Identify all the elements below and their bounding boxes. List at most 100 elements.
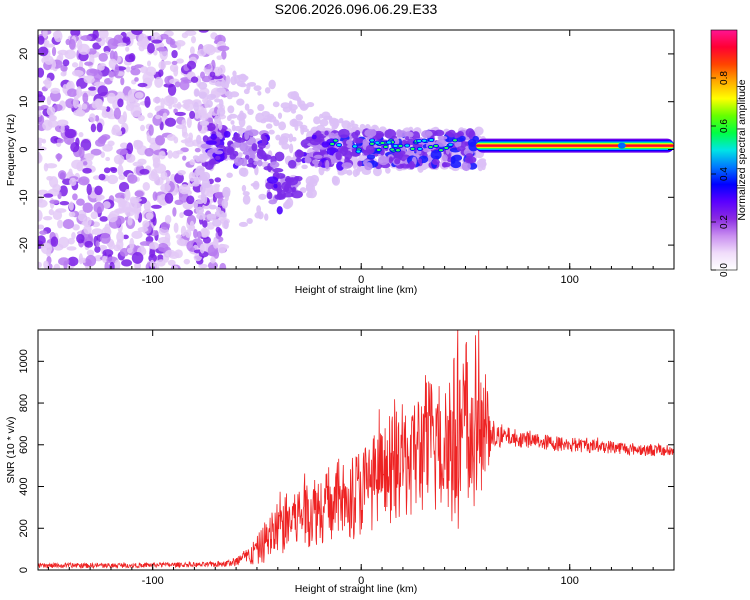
- spectrogram-halo-blob: [195, 199, 204, 205]
- spectrogram-noise-blob: [216, 55, 223, 61]
- spectrogram-band-blob: [393, 137, 400, 146]
- spectrogram-noise-blob: [90, 123, 97, 133]
- spectrogram-noise-blob: [98, 244, 108, 251]
- spectrogram-noise-blob: [214, 184, 220, 194]
- spectrogram-band-blob: [275, 181, 282, 191]
- spectrogram-halo-blob: [239, 110, 244, 119]
- spectrogram-noise-blob: [197, 48, 207, 57]
- spectrogram-halo-blob: [268, 79, 276, 90]
- spectrogram-halo-blob: [233, 125, 243, 132]
- spectrogram-noise-blob: [44, 55, 54, 66]
- spectrogram-noise-blob: [62, 83, 68, 94]
- spectrogram-noise-blob: [152, 191, 158, 201]
- spectrogram-noise-blob: [95, 98, 104, 109]
- spectrogram-halo-blob: [253, 85, 262, 92]
- spectrogram-noise-blob: [164, 232, 171, 243]
- spectrogram-noise-blob: [162, 112, 168, 119]
- spectrogram-halo-blob: [261, 161, 270, 168]
- spectrogram-noise-blob: [121, 259, 133, 267]
- spectrogram-halo-blob: [244, 103, 250, 111]
- spectrogram-noise-blob: [164, 192, 174, 204]
- spectrogram-noise-blob: [104, 261, 110, 269]
- spectrogram-peak: [390, 148, 395, 151]
- spectrogram-noise-blob: [99, 135, 108, 142]
- spectrogram-band-blob: [450, 160, 462, 169]
- spectrogram-noise-blob: [140, 124, 146, 132]
- spectrogram-noise-blob: [210, 256, 216, 264]
- spectrogram-noise-blob: [76, 198, 85, 206]
- spectrogram-band-blob: [346, 139, 353, 145]
- spectrogram-halo-blob: [288, 143, 294, 154]
- y-tick-label: 0: [18, 567, 30, 573]
- spectrogram-noise-blob: [184, 140, 195, 148]
- spectrogram-halo-blob: [301, 164, 308, 170]
- spectrogram-halo-blob: [318, 165, 325, 176]
- spectrogram-heatmap: [38, 30, 674, 269]
- spectrogram-band-blob: [295, 157, 302, 163]
- spectrogram-peak: [438, 148, 443, 152]
- spectrogram-noise-blob: [38, 137, 44, 144]
- spectrogram-noise-blob: [145, 236, 154, 243]
- spectrogram-band-blob: [272, 168, 284, 173]
- spectrogram-halo-blob: [208, 204, 217, 210]
- spectrogram-band-blob: [338, 128, 350, 139]
- spectrogram-noise-blob: [90, 148, 102, 156]
- spectrogram-halo-blob: [194, 169, 201, 177]
- spectrogram-noise-blob: [158, 60, 167, 70]
- colorbar-label: Normalized spectral amplitude: [736, 79, 748, 220]
- spectrogram-halo-blob: [206, 213, 217, 221]
- spectrogram-halo-blob: [223, 219, 229, 230]
- spectrogram-noise-blob: [76, 39, 83, 52]
- spectrogram-halo-blob: [332, 176, 341, 186]
- spectrogram-noise-blob: [68, 211, 76, 218]
- spectrogram-noise-blob: [209, 71, 216, 78]
- spectrogram-noise-blob: [174, 111, 186, 117]
- spectrogram-noise-blob: [129, 208, 142, 213]
- spectrogram-noise-blob: [217, 45, 230, 52]
- spectrogram-noise-blob: [146, 60, 152, 67]
- spectrogram-band-blob: [261, 154, 272, 160]
- spectrogram-noise-blob: [38, 261, 42, 269]
- spectrogram-noise-blob: [206, 122, 216, 132]
- spectrogram-noise-blob: [71, 159, 84, 170]
- spectrogram-noise-blob: [189, 110, 196, 120]
- spectrogram-band-blob: [309, 137, 321, 146]
- spectrogram-band-blob: [311, 159, 320, 165]
- spectrogram-noise-blob: [95, 240, 100, 248]
- spectrogram-noise-blob: [173, 66, 179, 77]
- spectrogram-noise-blob: [53, 263, 61, 269]
- spectrogram-noise-blob: [72, 97, 79, 109]
- spectrogram-halo-blob: [218, 98, 224, 109]
- spectrogram-noise-blob: [123, 95, 130, 101]
- spectrogram-noise-blob: [38, 46, 49, 57]
- spectrogram-halo-blob: [226, 115, 232, 122]
- spectrogram-halo-blob: [295, 114, 304, 121]
- spectrogram-noise-blob: [158, 151, 166, 160]
- spectrogram-band-blob: [268, 199, 277, 205]
- spectrogram-noise-blob: [167, 150, 173, 159]
- spectrogram-noise-blob: [131, 30, 143, 36]
- spectrogram-halo-blob: [221, 198, 229, 209]
- spectrogram-halo-blob: [199, 154, 207, 163]
- spectrogram-noise-blob: [120, 77, 125, 86]
- spectrogram-noise-blob: [85, 254, 97, 267]
- y-tick-label: 200: [18, 519, 30, 537]
- spectrogram-halo-blob: [226, 172, 233, 178]
- spectrogram-peak: [428, 145, 433, 149]
- spectrogram-noise-blob: [144, 96, 151, 108]
- spectrogram-noise-blob: [127, 217, 133, 226]
- spectrogram-band-blob: [248, 157, 254, 165]
- y-tick-label: 0: [18, 146, 30, 152]
- spectrogram-halo-blob: [230, 120, 235, 125]
- spectrogram-halo-blob: [308, 178, 318, 187]
- spectrogram-noise-blob: [176, 238, 186, 246]
- spectrogram-noise-blob: [96, 196, 102, 202]
- spectrogram-noise-blob: [107, 174, 119, 185]
- spectrogram-halo-blob: [372, 166, 382, 177]
- spectrogram-band-blob: [442, 154, 448, 162]
- spectrogram-noise-blob: [182, 103, 190, 109]
- spectrogram-band-blob: [275, 172, 286, 179]
- spectrogram-noise-blob: [107, 38, 119, 50]
- spectrogram-noise-blob: [88, 86, 97, 91]
